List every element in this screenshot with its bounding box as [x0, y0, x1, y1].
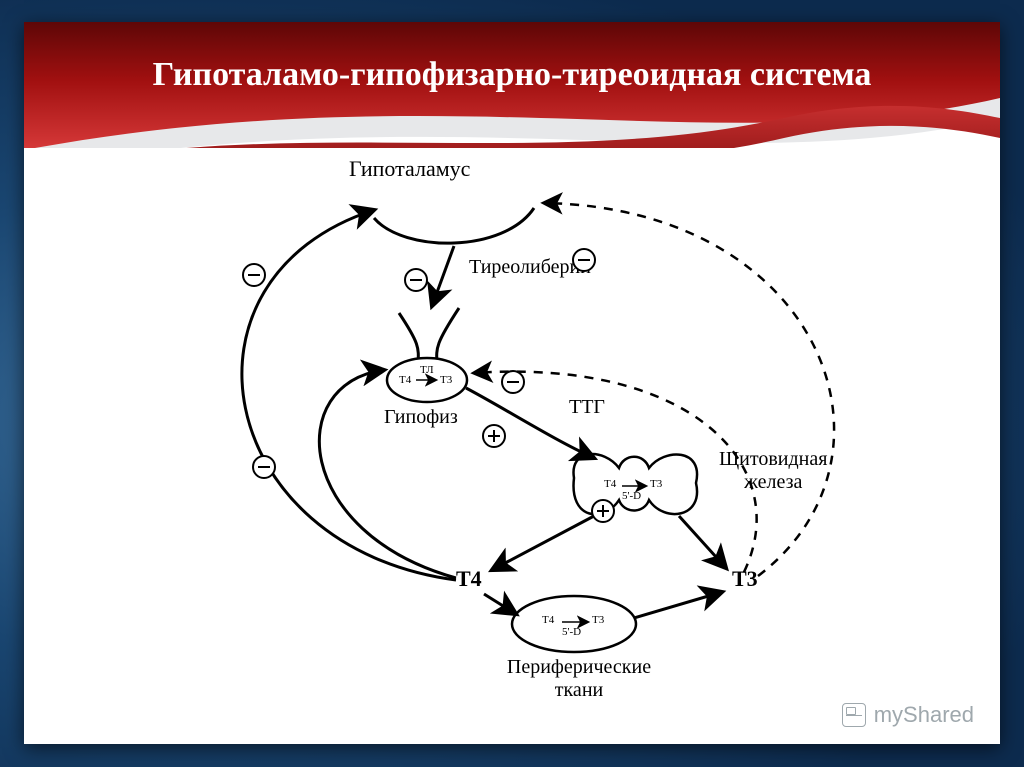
watermark-icon [842, 703, 866, 727]
thyroid-inner-t4: Т4 [604, 478, 616, 490]
watermark: myShared [842, 702, 974, 728]
periph-inner-bottom: 5'-D [562, 626, 581, 638]
feedback-minus-icon [501, 370, 525, 394]
feedback-minus-icon [252, 455, 276, 479]
pituitary-inner-t4: Т4 [399, 374, 411, 386]
diagram-svg [174, 148, 904, 708]
hpt-axis-diagram: Гипоталамус Тиреолиберин Гипофиз ТТГ Щит… [174, 148, 904, 708]
label-t3: Т3 [732, 566, 758, 592]
label-thyroid: Щитовиднаяжелеза [719, 448, 827, 494]
slide: Гипоталамо-гипофизарно-тиреоидная систем… [24, 22, 1000, 744]
periph-inner-t4: Т4 [542, 614, 554, 626]
label-pituitary: Гипофиз [384, 406, 458, 429]
pituitary-inner-top: ТЛ [420, 364, 434, 376]
watermark-text: myShared [874, 702, 974, 728]
feedback-minus-icon [572, 248, 596, 272]
periph-inner-t3: Т3 [592, 614, 604, 626]
label-t4: Т4 [456, 566, 482, 592]
feedback-minus-icon [404, 268, 428, 292]
thyroid-inner-t3: Т3 [650, 478, 662, 490]
feedback-plus-icon [482, 424, 506, 448]
slide-title: Гипоталамо-гипофизарно-тиреоидная систем… [24, 56, 1000, 94]
label-peripheral: Периферическиеткани [479, 656, 679, 702]
presentation-background: Гипоталамо-гипофизарно-тиреоидная систем… [0, 0, 1024, 767]
pituitary-inner-t3: Т3 [440, 374, 452, 386]
thyroid-inner-bottom: 5'-D [622, 490, 641, 502]
label-tsh: ТТГ [569, 396, 605, 419]
label-hypothalamus: Гипоталамус [349, 156, 470, 182]
feedback-plus-icon [591, 499, 615, 523]
feedback-minus-icon [242, 263, 266, 287]
